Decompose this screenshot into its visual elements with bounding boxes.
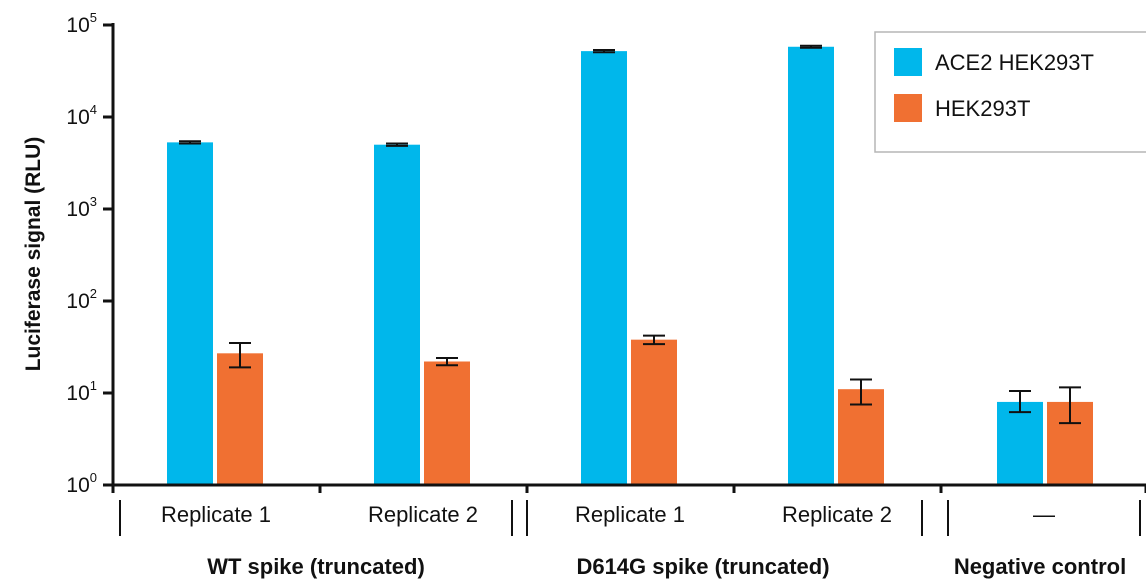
bar: [217, 353, 263, 485]
legend-swatch: [894, 94, 922, 122]
y-tick-label: 103: [66, 194, 97, 221]
y-tick-label: 104: [66, 102, 97, 129]
legend: ACE2 HEK293T HEK293T: [874, 31, 1146, 153]
y-tick-label: 105: [66, 10, 97, 37]
y-tick-label: 101: [66, 378, 97, 405]
category-label: Replicate 2: [368, 502, 478, 527]
x-axis: Replicate 1 Replicate 2 Replicate 1 Replica…: [111, 483, 1146, 579]
legend-label: HEK293T: [935, 96, 1030, 121]
bar: [374, 144, 420, 485]
legend-label: ACE2 HEK293T: [935, 50, 1094, 75]
group-label: Negative control: [954, 554, 1126, 579]
bar: [167, 142, 213, 485]
bar: [788, 46, 834, 486]
bars: [167, 44, 1093, 486]
y-axis: 100 101 102 103 104 105: [66, 10, 115, 497]
bar: [581, 51, 627, 486]
category-label: Replicate 2: [782, 502, 892, 527]
bar: [631, 339, 677, 485]
y-axis-label: Luciferase signal (RLU): [22, 137, 45, 372]
category-label: —: [1033, 502, 1055, 527]
bar: [424, 361, 470, 485]
category-label: Replicate 1: [161, 502, 271, 527]
y-tick-label: 102: [66, 286, 97, 313]
category-label: Replicate 1: [575, 502, 685, 527]
y-tick-label: 100: [66, 470, 97, 497]
bar: [997, 401, 1043, 485]
group-label: WT spike (truncated): [207, 554, 425, 579]
group-label: D614G spike (truncated): [576, 554, 829, 579]
legend-swatch: [894, 48, 922, 76]
